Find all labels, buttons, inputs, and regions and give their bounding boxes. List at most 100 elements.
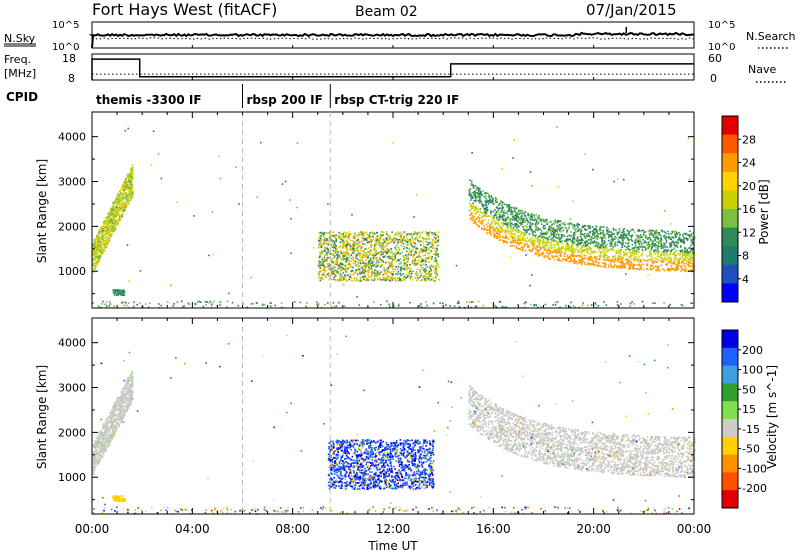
power-point (322, 259, 324, 261)
power-point (475, 208, 477, 211)
power-point (689, 251, 691, 253)
power-point (118, 215, 121, 218)
power-point (617, 256, 620, 259)
power-point (641, 245, 644, 247)
power-point (637, 241, 639, 243)
power-point (668, 261, 671, 264)
power-point (331, 278, 333, 281)
power-point (427, 252, 429, 255)
power-point (424, 250, 427, 253)
power-point (488, 231, 490, 234)
power-point (605, 246, 608, 249)
power-point (501, 208, 504, 210)
power-point (357, 250, 360, 252)
power-point (397, 247, 400, 249)
power-point (621, 262, 623, 265)
power-point (394, 237, 396, 240)
power-point (390, 241, 392, 244)
power-point (485, 191, 487, 194)
power-point (423, 279, 426, 281)
power-point (333, 278, 335, 281)
power-point (431, 241, 434, 244)
power-point (633, 267, 635, 270)
power-point (338, 246, 340, 248)
power-point (93, 248, 96, 251)
power-point (418, 255, 421, 258)
power-point (548, 252, 551, 255)
power-point (127, 178, 130, 181)
power-point (597, 243, 599, 246)
power-point (386, 273, 388, 276)
power-point (638, 251, 640, 253)
power-point (387, 255, 390, 258)
power-point (416, 279, 418, 282)
power-point (622, 257, 624, 259)
power-point (344, 247, 347, 250)
power-point (360, 247, 362, 249)
power-point (510, 241, 513, 244)
power-point (515, 230, 517, 232)
power-point (607, 231, 609, 233)
power-point (349, 273, 352, 276)
power-point (671, 231, 674, 233)
power-point (503, 215, 506, 217)
power-point (365, 252, 368, 254)
power-point (678, 235, 681, 237)
power-point (132, 192, 134, 194)
power-point (693, 237, 696, 240)
power-point (693, 236, 696, 238)
power-point (529, 249, 531, 251)
power-point (574, 233, 576, 236)
power-point (664, 231, 666, 233)
power-point (612, 266, 615, 269)
power-point (579, 232, 582, 235)
power-point (561, 246, 563, 248)
power-point (503, 223, 505, 225)
power-point (428, 252, 431, 254)
power-point (553, 232, 556, 235)
power-point (532, 213, 535, 216)
power-point (359, 259, 362, 261)
power-point (328, 279, 330, 281)
power-point (485, 215, 487, 218)
power-point (330, 260, 333, 262)
power-point (663, 254, 666, 257)
power-point (672, 262, 674, 265)
power-point (602, 246, 605, 249)
power-point (96, 240, 99, 243)
power-point (102, 249, 104, 251)
power-point (375, 262, 378, 264)
power-point (609, 265, 612, 267)
power-point (651, 233, 653, 235)
power-point (665, 263, 667, 266)
power-point (596, 230, 599, 233)
power-point (498, 215, 501, 218)
power-point (373, 271, 376, 274)
power-point (339, 279, 342, 282)
power-point (519, 240, 522, 242)
power-point (554, 229, 557, 231)
power-point (96, 238, 98, 241)
power-point (527, 246, 529, 249)
power-point (372, 257, 375, 260)
power-point (509, 218, 512, 220)
power-point (543, 245, 546, 248)
power-point (665, 241, 668, 244)
power-point (406, 261, 408, 263)
power-point (405, 262, 408, 265)
power-point (377, 278, 380, 280)
power-point (478, 214, 481, 216)
power-point (640, 264, 643, 266)
power-point (104, 230, 106, 232)
power-point (491, 225, 494, 227)
power-point (406, 241, 409, 243)
power-point (665, 250, 667, 252)
power-point (396, 239, 399, 241)
power-point (539, 235, 541, 237)
power-point (468, 192, 471, 194)
power-point (652, 243, 655, 245)
power-point (356, 239, 358, 242)
power-point (619, 230, 621, 232)
power-point (92, 244, 94, 246)
power-point (692, 239, 695, 241)
